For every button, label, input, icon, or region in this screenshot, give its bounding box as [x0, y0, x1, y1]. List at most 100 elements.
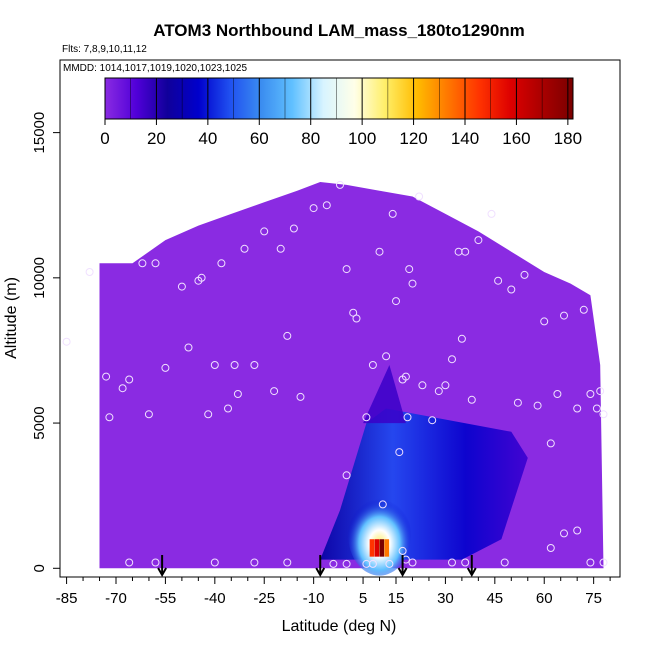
colorbar-tick-label: 180: [554, 129, 582, 148]
sample-point: [210, 361, 219, 369]
sample-point: [177, 282, 186, 291]
sample-point: [448, 558, 456, 567]
sample-point: [401, 372, 410, 381]
sample-point: [184, 343, 193, 352]
sample-point: [599, 410, 608, 419]
sample-point: [494, 276, 503, 285]
x-tick-label: 15: [388, 590, 405, 607]
sample-point: [309, 204, 318, 213]
x-tick-label: -25: [253, 590, 275, 607]
sample-point: [579, 305, 588, 314]
sample-point: [283, 331, 292, 340]
x-tick-label: -55: [155, 590, 177, 607]
heatmap-enhancements: [320, 365, 528, 576]
sample-point: [560, 529, 568, 538]
sample-point: [385, 559, 394, 568]
x-tick-label: -70: [105, 590, 127, 607]
sample-point: [461, 247, 470, 256]
sample-point: [352, 314, 361, 323]
sample-point: [125, 558, 134, 567]
sample-point: [204, 410, 213, 419]
colorbar-tick-label: 100: [348, 129, 376, 148]
y-tick-label: 5000: [31, 406, 48, 439]
sample-point: [398, 546, 407, 555]
sample-point: [546, 439, 555, 448]
colorbar-tick-label: 20: [147, 129, 166, 148]
sample-point: [322, 201, 331, 210]
sample-point: [461, 558, 470, 567]
x-tick-label: 5: [359, 590, 367, 607]
sample-point: [85, 268, 94, 276]
colorbar-tick-label: 160: [502, 129, 530, 148]
mmdd-label: MMDD: 1014,1017,1019,1020,1023,1025: [63, 63, 247, 74]
sample-point: [513, 398, 522, 407]
colorbar-tick-label: 60: [250, 129, 269, 148]
sample-point: [474, 236, 483, 245]
sample-point: [441, 381, 450, 390]
sample-point: [403, 413, 412, 422]
enhancement-plume-cell: [384, 539, 390, 557]
flight-arrow: [315, 555, 326, 578]
sample-point: [392, 297, 400, 306]
x-tick-label: 45: [486, 590, 503, 607]
sample-point: [283, 558, 292, 567]
sample-point: [448, 355, 456, 364]
sample-point: [224, 404, 232, 413]
x-tick-label: 75: [585, 590, 602, 607]
sample-point: [592, 404, 601, 413]
sample-point: [573, 404, 582, 413]
sample-point: [233, 390, 242, 398]
plot-frame: [59, 59, 621, 578]
sample-point: [573, 526, 582, 535]
sample-point: [378, 500, 387, 509]
sample-point: [230, 361, 239, 369]
sample-point: [276, 244, 285, 253]
sample-point: [342, 471, 351, 480]
plot-area: [62, 180, 608, 576]
sample-point: [197, 273, 206, 282]
sample-point: [296, 392, 305, 401]
sample-point: [408, 279, 417, 288]
sample-point: [586, 558, 595, 567]
sample-point: [540, 317, 549, 326]
sample-point: [596, 387, 605, 396]
sample-point: [368, 361, 377, 369]
sample-point: [151, 558, 160, 567]
flight-arrow: [397, 555, 408, 578]
enhancement-plume-halo: [348, 494, 411, 576]
sample-point: [336, 180, 344, 189]
y-tick-label: 0: [31, 564, 48, 572]
colorbar-tick-label: 120: [399, 129, 427, 148]
sample-point: [408, 558, 417, 567]
sample-point: [329, 559, 338, 568]
y-tick-label: 10000: [31, 257, 48, 299]
sample-point: [375, 247, 384, 256]
flight-arrows: [157, 555, 477, 578]
x-tick-label: -40: [204, 590, 226, 607]
sample-point: [362, 413, 371, 422]
sample-point: [500, 558, 509, 567]
sample-point: [368, 559, 377, 568]
sample-points: [62, 180, 608, 568]
sample-point: [240, 244, 249, 253]
sample-point: [434, 387, 443, 396]
sample-point: [428, 416, 437, 425]
sample-point: [62, 337, 71, 346]
sample-point: [467, 395, 476, 404]
enhancement-upper-tongue: [363, 365, 406, 424]
flight-arrow: [466, 555, 477, 578]
sample-point: [151, 259, 160, 268]
sample-point: [487, 209, 496, 218]
sample-point: [250, 361, 259, 369]
sample-point: [342, 265, 351, 274]
sample-point: [546, 544, 555, 552]
colorbar-tick-label: 80: [301, 129, 320, 148]
x-tick-label: -85: [56, 590, 78, 607]
sample-point: [599, 558, 608, 567]
sample-point: [250, 558, 259, 567]
sample-point: [342, 559, 351, 568]
sample-point: [260, 227, 269, 236]
sample-point: [105, 413, 114, 422]
sample-point: [457, 334, 466, 343]
